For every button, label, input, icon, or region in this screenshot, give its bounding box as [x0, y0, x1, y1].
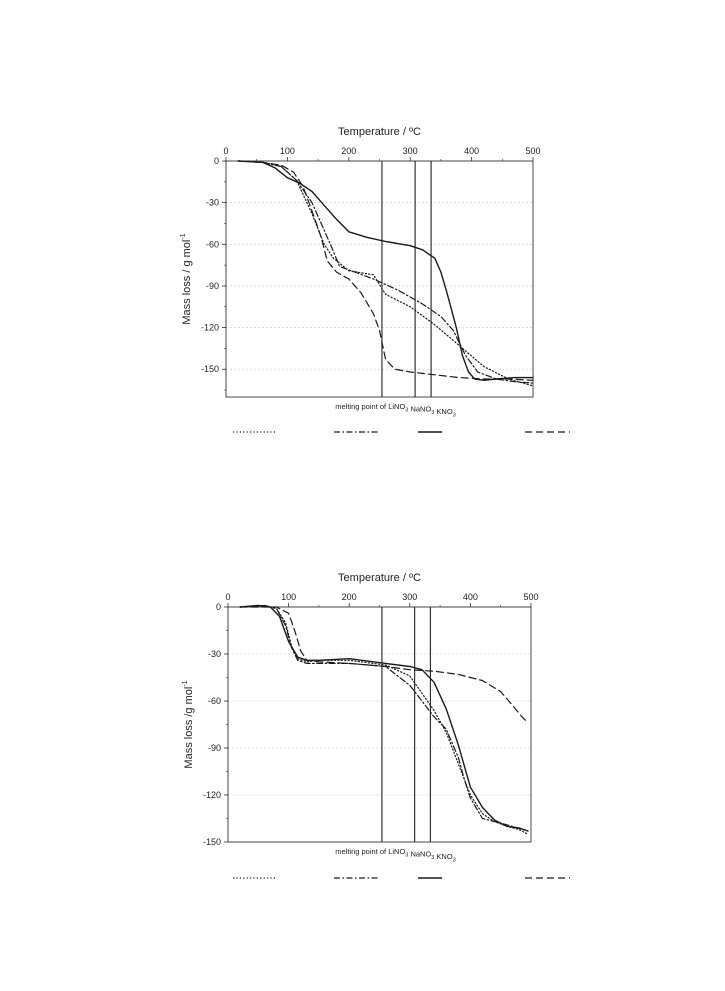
melting-point-salt: LiNO — [388, 402, 405, 411]
y-tick-label: 0 — [216, 602, 221, 612]
melting-point-label: melting point of LiNO3 NaNO3 KNO3 — [335, 847, 456, 864]
melting-point-salt-subscript: 3 — [453, 413, 456, 419]
y-tick-label: -90 — [208, 743, 221, 753]
melting-point-salt: NaNO — [408, 850, 431, 859]
melting-point-prefix: melting point of — [335, 402, 388, 411]
x-tick-label: 300 — [403, 146, 418, 156]
x-tick-label: 0 — [225, 592, 230, 602]
y-tick-label: -60 — [206, 239, 219, 249]
y-tick-label: -120 — [203, 790, 221, 800]
x-tick-label: 400 — [463, 592, 478, 602]
chart-bottom: 0 100 200 300 400 500 0 -30 -60 -90 -120 -150 Temper… — [182, 572, 570, 879]
chart-top: 0 100 200 300 400 500 0 -30 -60 -90 -120 -150 Temper… — [180, 126, 570, 433]
melting-point-salt-subscript: 3 — [453, 858, 456, 864]
series-line-solid — [239, 604, 529, 832]
y-axis-title: Mass loss / g mol-1 — [180, 233, 193, 324]
x-tick-label: 200 — [342, 592, 357, 602]
plot-frame — [227, 606, 532, 843]
x-tick-label: 500 — [523, 592, 538, 602]
melting-point-salt: KNO — [434, 852, 453, 861]
melting-point-salt-subscript: 3 — [405, 408, 408, 414]
series-line-dotted — [239, 604, 529, 835]
x-tick-label: 100 — [281, 592, 296, 602]
y-tick-label: -30 — [206, 198, 219, 208]
x-tick-label: 200 — [341, 146, 356, 156]
melting-point-label: melting point of LiNO3 NaNO3 KNO3 — [335, 402, 456, 419]
y-tick-label: -150 — [203, 837, 221, 847]
y-tick-label: -90 — [206, 281, 219, 291]
melting-point-salt: KNO — [434, 407, 453, 416]
series-line-dashdot — [239, 604, 529, 832]
x-tick-label: 300 — [402, 592, 417, 602]
series-line-dashed — [237, 160, 534, 381]
melting-point-salt-subscript: 3 — [431, 410, 434, 416]
x-tick-label: 0 — [223, 146, 228, 156]
y-axis-title: Mass loss /g mol-1 — [182, 680, 195, 768]
melting-point-prefix: melting point of — [335, 847, 388, 856]
y-axis-title-unit-exponent: -1 — [180, 233, 187, 239]
y-tick-label: -60 — [208, 696, 221, 706]
series-line-dashdot — [237, 160, 534, 384]
y-tick-label: 0 — [214, 156, 219, 166]
x-tick-label: 500 — [525, 146, 540, 156]
y-tick-label: -30 — [208, 649, 221, 659]
plot-frame — [225, 160, 534, 398]
y-tick-label: -150 — [201, 364, 219, 374]
y-tick-label: -120 — [201, 323, 219, 333]
y-axis-title-unit-exponent: -1 — [182, 680, 189, 686]
series-line-dotted — [237, 160, 534, 387]
melting-point-salt-subscript: 3 — [405, 853, 408, 859]
x-tick-label: 400 — [464, 146, 479, 156]
melting-point-salt: NaNO — [408, 405, 431, 414]
melting-point-salt: LiNO — [388, 847, 405, 856]
series-line-solid — [237, 160, 534, 381]
x-axis-title: Temperature / ºC — [338, 572, 421, 584]
series-line-dashed — [239, 606, 529, 724]
x-tick-label: 100 — [280, 146, 295, 156]
x-axis-title: Temperature / ºC — [338, 126, 421, 138]
melting-point-salt-subscript: 3 — [431, 855, 434, 861]
